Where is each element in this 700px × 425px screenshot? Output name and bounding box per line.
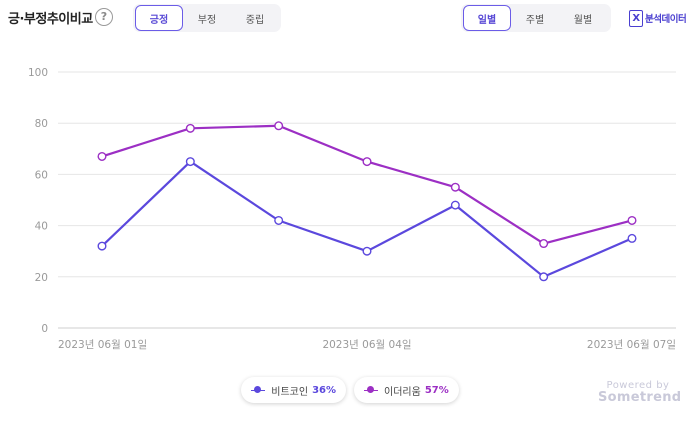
x-tick-label: 2023년 06월 07일 bbox=[587, 338, 676, 351]
tab-negative[interactable]: 부정 bbox=[197, 14, 217, 26]
data-point bbox=[627, 215, 637, 225]
legend-item-bitcoin[interactable]: 비트코인 36% bbox=[241, 377, 346, 403]
powered-by-badge: Powered by Sometrend bbox=[598, 380, 682, 405]
legend-series-percent: 36% bbox=[312, 384, 336, 396]
sentiment-toggle: 긍정 부정 중립 bbox=[133, 4, 281, 32]
data-point bbox=[274, 121, 284, 131]
analysis-data-button[interactable]: X 분석데이터 bbox=[629, 7, 687, 29]
data-point bbox=[274, 215, 284, 225]
data-point bbox=[450, 200, 460, 210]
help-icon[interactable]: ? bbox=[95, 8, 113, 26]
data-point bbox=[627, 233, 637, 243]
tab-monthly[interactable]: 월별 bbox=[573, 14, 593, 26]
legend-item-ethereum[interactable]: 이더리움 57% bbox=[354, 377, 459, 403]
powered-by-text: Powered by bbox=[606, 380, 670, 391]
y-tick-label: 60 bbox=[35, 169, 48, 181]
legend-marker-icon bbox=[251, 386, 266, 394]
data-point bbox=[185, 123, 195, 133]
period-toggle: 일별 주별 월별 bbox=[461, 4, 611, 32]
y-tick-label: 20 bbox=[35, 272, 48, 284]
legend-marker-icon bbox=[364, 386, 378, 394]
analysis-data-label: 분석데이터 bbox=[645, 14, 687, 25]
y-tick-label: 80 bbox=[35, 118, 48, 130]
data-point bbox=[362, 157, 372, 167]
line-chart: 0 20 40 60 80 100 2023년 06월 01일 2023년 06월 04일 20… bbox=[28, 67, 676, 351]
data-point bbox=[97, 241, 107, 251]
chart-legend: 비트코인 36% 이더리움 57% bbox=[0, 377, 700, 403]
data-point bbox=[539, 272, 549, 282]
tab-daily[interactable]: 일별 bbox=[463, 5, 511, 31]
brand-logo: Sometrend bbox=[598, 390, 682, 405]
y-tick-label: 0 bbox=[41, 323, 48, 335]
x-tick-label: 2023년 06월 04일 bbox=[322, 338, 411, 351]
data-point bbox=[539, 239, 549, 249]
y-tick-label: 40 bbox=[35, 221, 48, 233]
legend-series-percent: 57% bbox=[424, 384, 449, 396]
legend-series-name: 이더리움 bbox=[384, 386, 421, 398]
tab-neutral[interactable]: 중립 bbox=[245, 14, 265, 26]
series-line bbox=[100, 160, 634, 278]
data-point bbox=[185, 157, 195, 167]
data-point bbox=[97, 151, 107, 161]
legend-series-name: 비트코인 bbox=[271, 386, 309, 398]
excel-icon: X bbox=[629, 9, 643, 27]
y-tick-label: 100 bbox=[28, 67, 48, 79]
x-tick-label: 2023년 06월 01일 bbox=[58, 338, 147, 351]
data-point bbox=[450, 182, 460, 192]
tab-weekly[interactable]: 주별 bbox=[525, 14, 545, 26]
page-title: 긍·부정추이비교 bbox=[8, 12, 93, 27]
header: 긍·부정추이비교 ? 긍정 부정 중립 일별 주별 월별 X 분석데이터 bbox=[0, 0, 700, 38]
data-point bbox=[362, 246, 372, 256]
tab-positive[interactable]: 긍정 bbox=[135, 5, 183, 31]
